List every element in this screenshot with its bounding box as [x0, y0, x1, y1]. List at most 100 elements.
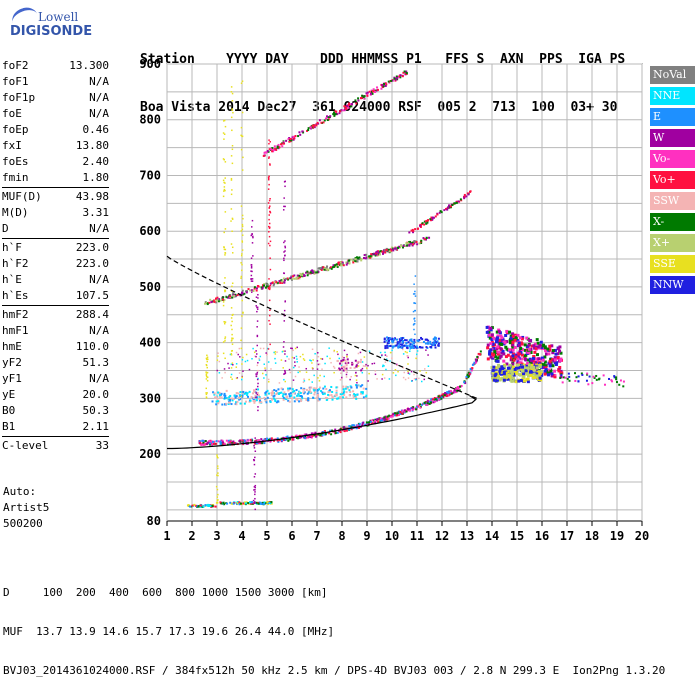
echo-point: [303, 378, 305, 380]
echo-point: [303, 437, 306, 440]
echo-point: [273, 439, 276, 442]
echo-point: [307, 399, 310, 402]
echo-point: [371, 418, 374, 421]
echo-point: [217, 352, 219, 354]
echo-point: [554, 374, 557, 377]
echo-point: [319, 434, 322, 437]
echo-point: [389, 360, 391, 362]
echo-point: [218, 395, 221, 398]
echo-point: [254, 489, 256, 491]
echo-point: [413, 240, 416, 243]
echo-point: [510, 368, 514, 372]
echo-point: [520, 365, 524, 369]
echo-point: [389, 351, 392, 354]
echo-point: [251, 270, 253, 273]
echo-point: [553, 358, 557, 362]
echo-point: [488, 336, 492, 340]
echo-point: [243, 501, 246, 504]
param-value: 51.3: [82, 356, 110, 369]
echo-point: [511, 362, 515, 366]
echo-point: [385, 247, 388, 250]
echo-point: [531, 357, 535, 361]
echo-point: [294, 135, 297, 138]
echo-point: [405, 71, 408, 74]
echo-point: [300, 387, 303, 390]
echo-point: [216, 369, 219, 372]
echo-point: [330, 394, 333, 397]
echo-point: [289, 138, 292, 141]
echo-point: [348, 389, 351, 392]
echo-point: [252, 399, 255, 402]
echo-point: [296, 394, 299, 397]
echo-point: [344, 359, 347, 362]
echo-point: [544, 349, 548, 353]
echo-point: [449, 391, 452, 394]
echo-point: [459, 385, 462, 388]
echo-point: [274, 280, 277, 283]
echo-point: [385, 339, 388, 342]
echo-point: [542, 363, 546, 367]
echo-point: [218, 391, 221, 394]
echo-point: [303, 380, 306, 382]
echo-point: [546, 373, 550, 377]
echo-point: [320, 357, 322, 360]
echo-point: [522, 374, 526, 378]
echo-point: [303, 433, 306, 436]
echo-point: [296, 399, 299, 402]
echo-point: [499, 334, 503, 338]
echo-point: [534, 346, 538, 350]
echo-point: [397, 342, 400, 345]
echo-point: [282, 393, 285, 396]
x-tick-label: 2: [188, 529, 195, 543]
echo-point: [241, 225, 244, 228]
echo-point: [362, 387, 365, 390]
echo-point: [533, 346, 537, 350]
echo-point: [262, 154, 265, 157]
x-tick-label: 5: [263, 529, 270, 543]
echo-point: [515, 353, 519, 357]
echo-point: [216, 474, 218, 476]
echo-point: [454, 389, 457, 392]
echo-point: [603, 383, 606, 386]
echo-point: [240, 339, 242, 342]
echo-point: [199, 504, 202, 507]
echo-point: [445, 207, 448, 210]
echo-point: [341, 377, 343, 380]
echo-point: [374, 90, 377, 93]
echo-point: [255, 305, 257, 307]
echo-point: [277, 440, 280, 443]
param-row: h`F2 223.0: [2, 256, 109, 272]
echo-point: [263, 396, 266, 399]
echo-point: [361, 361, 364, 363]
echo-point: [414, 275, 417, 277]
echo-point: [543, 360, 547, 364]
echo-point: [302, 388, 305, 391]
echo-point: [224, 125, 227, 128]
echo-point: [267, 225, 270, 228]
y-tick-label: 400: [139, 336, 161, 350]
echo-point: [263, 377, 265, 379]
echo-point: [346, 105, 349, 108]
echo-point: [276, 146, 279, 149]
echo-point: [413, 373, 415, 376]
echo-point: [529, 373, 533, 377]
echo-point: [289, 392, 292, 395]
echo-point: [298, 394, 301, 397]
echo-point: [199, 441, 202, 444]
echo-point: [423, 223, 426, 226]
y-tick-label: 900: [139, 57, 161, 71]
echo-point: [384, 354, 387, 356]
echo-point: [513, 367, 517, 371]
echo-point: [231, 441, 234, 444]
echo-point: [284, 254, 286, 257]
echo-point: [361, 423, 364, 426]
echo-point: [526, 377, 530, 381]
echo-point: [413, 302, 415, 304]
echo-point: [317, 355, 320, 358]
echo-point: [548, 359, 552, 363]
echo-point: [272, 395, 275, 398]
echo-point: [223, 181, 225, 184]
echo-point: [301, 130, 304, 133]
echo-point: [288, 137, 291, 140]
echo-point: [243, 392, 246, 395]
